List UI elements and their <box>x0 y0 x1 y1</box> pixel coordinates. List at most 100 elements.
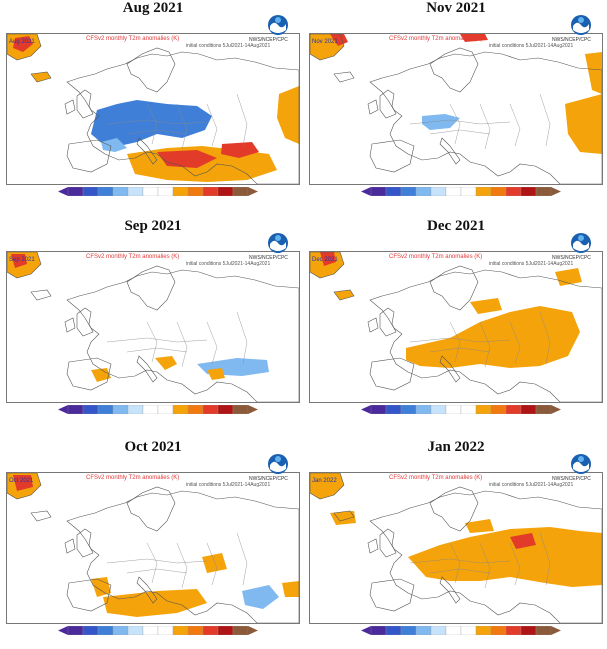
coastline <box>30 71 52 83</box>
colorbar-swatch <box>142 405 159 414</box>
country-border <box>479 321 491 368</box>
colorbar-swatch <box>217 626 234 635</box>
colorbar-max-arrow <box>551 626 561 635</box>
coastline <box>64 317 76 333</box>
coastline <box>333 510 355 522</box>
colorbar <box>361 626 561 635</box>
country-border <box>146 542 158 584</box>
colorbar-swatch <box>535 626 552 635</box>
noaa-logo-icon <box>571 15 591 35</box>
colorbar-max-arrow <box>551 187 561 196</box>
coastline <box>429 486 479 532</box>
coastline <box>439 355 461 383</box>
country-border <box>176 542 188 589</box>
panel-title: Nov 2021 <box>426 0 486 16</box>
initial-conditions: initial conditions 5Jul2021-14Aug2021 <box>489 482 574 488</box>
map-month-label: Jan 2022 <box>312 478 337 484</box>
country-border <box>429 568 491 574</box>
forecast-panel: Sep 2021 Sep 2021 CFSv2 monthly T2m anomal… <box>3 218 303 428</box>
anomaly-region <box>91 577 111 597</box>
coastline <box>333 289 355 301</box>
initial-conditions: initial conditions 5Jul2021-14Aug2021 <box>186 43 271 49</box>
coastline <box>66 269 299 402</box>
panel-title: Aug 2021 <box>122 0 184 16</box>
map-month-label: Oct 2021 <box>9 478 34 484</box>
anomaly-region <box>282 581 299 597</box>
coastline <box>66 490 299 623</box>
country-border <box>509 103 521 147</box>
country-border <box>176 321 188 368</box>
map-month-label: Sep 2021 <box>9 257 35 263</box>
colorbar-swatch <box>217 187 234 196</box>
colorbar-swatch <box>97 626 114 635</box>
coastline <box>30 289 52 301</box>
model-title: CFSv2 monthly T2m anomalies (K) <box>389 254 483 260</box>
anomaly-region <box>207 368 225 380</box>
agency-label: NWS/NCEP/CPC <box>249 476 288 482</box>
colorbar-swatch <box>505 626 522 635</box>
noaa-logo-icon <box>268 15 288 35</box>
coastline <box>126 47 176 93</box>
colorbar-swatch <box>232 187 249 196</box>
agency-label: NWS/NCEP/CPC <box>552 255 591 261</box>
anomaly-map <box>6 33 300 185</box>
colorbar-swatch <box>370 626 387 635</box>
colorbar-swatch <box>202 626 219 635</box>
colorbar-min-arrow <box>361 187 371 196</box>
country-border <box>479 103 491 150</box>
colorbar-swatch <box>460 405 477 414</box>
map-header: Oct 2021 CFSv2 monthly T2m anomalies (K) i… <box>8 474 298 488</box>
anomaly-region <box>13 475 33 491</box>
map-header: Sep 2021 CFSv2 monthly T2m anomalies (K) i… <box>8 253 298 267</box>
coastline <box>379 89 397 119</box>
forecast-panel: Aug 2021 Aug 2021 CFSv2 monthly T2m anomal… <box>3 0 303 210</box>
coastline <box>310 34 345 61</box>
europe-map <box>7 34 299 184</box>
country-border <box>106 558 208 564</box>
coastline <box>76 528 94 558</box>
colorbar-swatch <box>172 405 189 414</box>
model-title: CFSv2 monthly T2m anomalies (K) <box>86 475 180 481</box>
anomaly-region <box>11 254 27 268</box>
coastline <box>369 578 415 612</box>
anomaly-map <box>6 251 300 403</box>
colorbar-swatch <box>370 187 387 196</box>
colorbar-swatch <box>112 405 129 414</box>
anomaly-region <box>202 553 227 573</box>
colorbar-swatch <box>430 626 447 635</box>
europe-map <box>310 34 602 184</box>
forecast-panel: Nov 2021 Nov 2021 CFSv2 monthly T2m anomal… <box>306 0 606 210</box>
country-border <box>146 321 158 363</box>
coastline <box>66 139 112 173</box>
country-border <box>176 103 188 150</box>
colorbar-min-arrow <box>58 187 68 196</box>
country-border <box>409 558 511 564</box>
anomaly-region <box>91 368 111 382</box>
anomaly-region <box>242 585 279 609</box>
colorbar-swatch <box>535 187 552 196</box>
map-header: Dec 2021 CFSv2 monthly T2m anomalies (K) i… <box>311 253 601 267</box>
colorbar-swatch <box>112 187 129 196</box>
coastline <box>333 71 355 83</box>
colorbar-swatch <box>460 626 477 635</box>
colorbar-swatch <box>82 626 99 635</box>
model-title: CFSv2 monthly T2m anomalies (K) <box>389 36 483 42</box>
colorbar-swatch <box>475 187 492 196</box>
coastline <box>369 269 602 402</box>
anomaly-map <box>6 472 300 624</box>
country-border <box>479 542 491 589</box>
map-month-label: Dec 2021 <box>312 257 338 263</box>
colorbar-swatch <box>172 626 189 635</box>
country-border <box>126 347 188 353</box>
colorbar <box>58 405 258 414</box>
forecast-panel: Dec 2021 Dec 2021 CFSv2 monthly T2m anomal… <box>306 218 606 428</box>
colorbar-swatch <box>127 626 144 635</box>
colorbar-swatch <box>112 626 129 635</box>
model-title: CFSv2 monthly T2m anomalies (K) <box>86 254 180 260</box>
anomaly-region <box>334 290 354 300</box>
colorbar <box>58 187 258 196</box>
country-border <box>539 311 551 365</box>
colorbar-swatch <box>400 187 417 196</box>
map-header: Aug 2021 CFSv2 monthly T2m anomalies (K) i… <box>8 35 298 49</box>
country-border <box>429 129 491 135</box>
